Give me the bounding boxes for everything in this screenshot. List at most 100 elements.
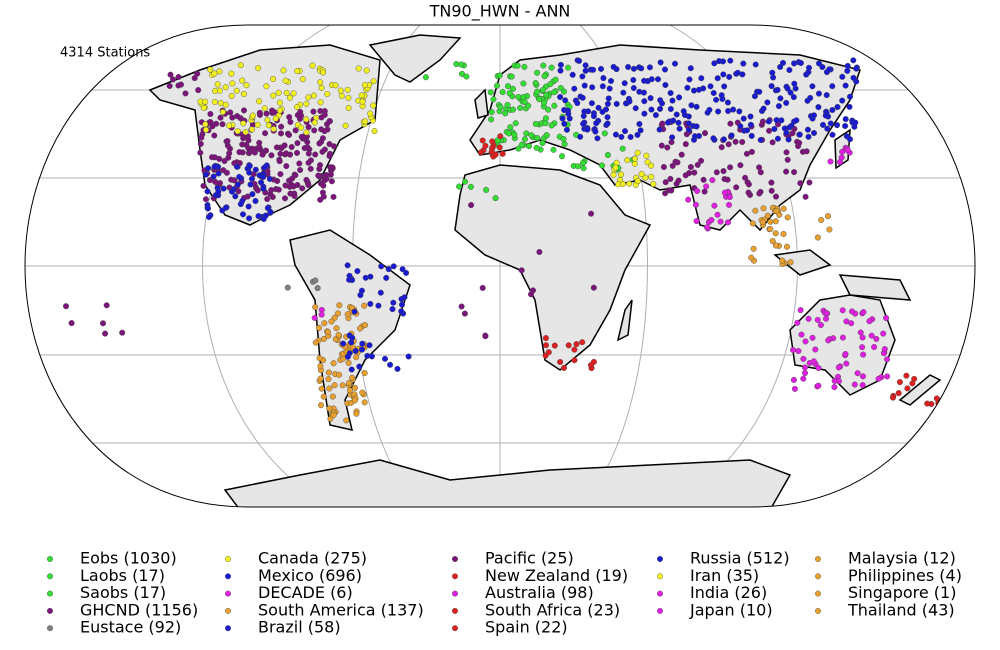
station-dot bbox=[202, 121, 209, 128]
station-dot bbox=[337, 87, 344, 94]
legend-marker bbox=[47, 556, 54, 563]
station-dot bbox=[850, 57, 857, 64]
station-dot bbox=[796, 139, 803, 146]
station-dot bbox=[305, 94, 312, 101]
station-dot bbox=[276, 107, 283, 114]
station-dot bbox=[692, 201, 699, 208]
station-dot bbox=[756, 164, 763, 171]
legend-label: Pacific (25) bbox=[485, 549, 574, 568]
station-dot bbox=[277, 171, 284, 178]
station-dot bbox=[331, 382, 338, 389]
station-dot bbox=[599, 162, 606, 169]
station-dot bbox=[245, 203, 252, 210]
station-dot bbox=[405, 353, 412, 360]
station-dot bbox=[873, 335, 880, 342]
legend-label: Iran (35) bbox=[690, 566, 759, 585]
station-dot bbox=[499, 150, 506, 157]
legend-marker bbox=[452, 590, 459, 597]
station-dot bbox=[693, 218, 700, 225]
station-dot bbox=[390, 299, 397, 306]
station-dot bbox=[612, 131, 619, 138]
station-dot bbox=[667, 89, 674, 96]
station-dot bbox=[102, 330, 109, 337]
station-dot bbox=[797, 180, 804, 187]
station-dot bbox=[335, 331, 342, 338]
station-dot bbox=[810, 358, 817, 365]
station-dot bbox=[641, 110, 648, 117]
station-dot bbox=[588, 210, 595, 217]
station-dot bbox=[215, 170, 222, 177]
station-dot bbox=[695, 86, 702, 93]
station-dot bbox=[718, 144, 725, 151]
station-dot bbox=[590, 113, 597, 120]
station-dot bbox=[247, 181, 254, 188]
station-dot bbox=[252, 166, 259, 173]
station-dot bbox=[868, 332, 875, 339]
station-dot bbox=[694, 161, 701, 168]
station-dot bbox=[764, 99, 771, 106]
station-dot bbox=[323, 175, 330, 182]
station-dot bbox=[904, 385, 911, 392]
station-dot bbox=[346, 276, 353, 283]
station-dot bbox=[827, 158, 834, 165]
station-dot bbox=[222, 101, 229, 108]
station-dot bbox=[255, 65, 262, 72]
station-dot bbox=[246, 215, 253, 222]
station-dot bbox=[494, 82, 501, 89]
station-dot bbox=[727, 164, 734, 171]
station-dot bbox=[482, 142, 489, 149]
station-dot bbox=[222, 204, 229, 211]
station-dot bbox=[818, 216, 825, 223]
station-dot bbox=[769, 139, 776, 146]
station-dot bbox=[842, 351, 849, 358]
station-dot bbox=[521, 63, 528, 70]
station-dot bbox=[849, 308, 856, 315]
station-dot bbox=[175, 73, 182, 80]
station-dot bbox=[228, 92, 235, 99]
station-dot bbox=[881, 346, 888, 353]
station-dot bbox=[797, 60, 804, 67]
station-dot bbox=[508, 73, 515, 80]
station-dot bbox=[669, 134, 676, 141]
station-dot bbox=[732, 138, 739, 145]
station-dot bbox=[598, 65, 605, 72]
station-dot bbox=[336, 371, 343, 378]
station-dot bbox=[575, 163, 582, 170]
legend-marker bbox=[815, 607, 822, 614]
legend-label: South Africa (23) bbox=[485, 600, 620, 619]
station-dot bbox=[834, 122, 841, 129]
station-dot bbox=[330, 412, 337, 419]
station-dot bbox=[771, 125, 778, 132]
station-dot bbox=[725, 219, 732, 226]
station-dot bbox=[226, 122, 233, 129]
station-dot bbox=[268, 186, 275, 193]
station-dot bbox=[650, 180, 657, 187]
station-dot bbox=[684, 84, 691, 91]
station-dot bbox=[272, 115, 279, 122]
station-dot bbox=[561, 120, 568, 127]
station-dot bbox=[385, 266, 392, 273]
station-dot bbox=[518, 267, 525, 274]
station-dot bbox=[694, 187, 701, 194]
station-dot bbox=[634, 177, 641, 184]
station-dot bbox=[303, 129, 310, 136]
station-dot bbox=[750, 245, 757, 252]
station-dot bbox=[820, 121, 827, 128]
station-dot bbox=[838, 154, 845, 161]
station-dot bbox=[229, 114, 236, 121]
station-dot bbox=[294, 103, 301, 110]
station-dot bbox=[665, 119, 672, 126]
station-dot bbox=[324, 90, 331, 97]
station-dot bbox=[676, 94, 683, 101]
station-dot bbox=[191, 75, 198, 82]
station-dot bbox=[305, 123, 312, 130]
station-dot bbox=[871, 344, 878, 351]
station-dot bbox=[625, 63, 632, 70]
station-dot bbox=[779, 257, 786, 264]
station-dot bbox=[325, 376, 332, 383]
station-dot bbox=[262, 130, 269, 137]
station-dot bbox=[224, 138, 231, 145]
legend-marker bbox=[452, 607, 459, 614]
station-dot bbox=[169, 76, 176, 83]
station-dot bbox=[560, 135, 567, 142]
